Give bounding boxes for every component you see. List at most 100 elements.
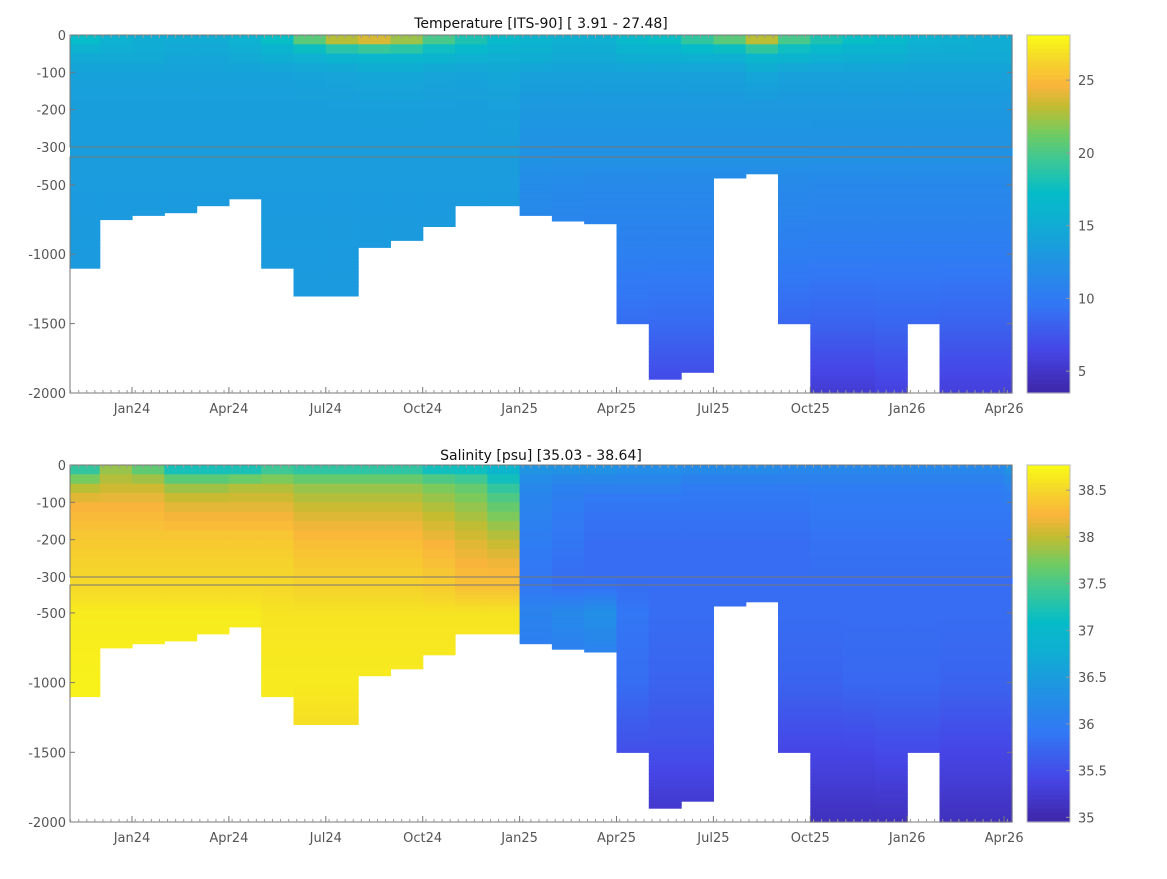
heat-cell xyxy=(519,177,553,182)
heat-cell xyxy=(648,229,682,234)
heat-cell xyxy=(874,334,908,339)
heat-cell xyxy=(778,236,811,241)
heat-cell xyxy=(810,633,844,638)
heat-cell xyxy=(842,776,876,781)
heat-cell xyxy=(1004,386,1013,391)
heat-cell xyxy=(907,623,941,628)
heat-cell xyxy=(810,72,844,83)
heat-cell xyxy=(455,191,488,196)
heat-cell xyxy=(616,703,650,708)
heat-cell xyxy=(810,261,844,266)
heat-cell xyxy=(616,521,650,531)
heat-cell xyxy=(164,163,198,168)
heat-cell xyxy=(358,672,391,677)
heat-cell xyxy=(261,668,295,673)
heat-cell xyxy=(99,100,133,111)
heat-cell xyxy=(648,665,682,670)
heat-cell xyxy=(810,271,844,276)
heat-cell xyxy=(325,623,359,628)
heat-cell xyxy=(164,539,198,550)
heat-cell xyxy=(971,288,1005,293)
colorbar-cell xyxy=(1027,245,1070,251)
heat-cell xyxy=(939,386,973,391)
heat-cell xyxy=(874,689,908,694)
heat-cell xyxy=(455,91,488,101)
heat-cell xyxy=(293,598,327,603)
heat-cell xyxy=(681,233,714,238)
heat-cell xyxy=(70,658,101,663)
heat-cell xyxy=(519,181,553,186)
heat-cell xyxy=(325,665,359,670)
heat-cell xyxy=(713,91,747,101)
heat-cell xyxy=(616,577,650,590)
heat-cell xyxy=(907,281,941,286)
heat-cell xyxy=(648,658,682,663)
heat-cell xyxy=(874,198,908,203)
heat-cell xyxy=(132,119,165,129)
heat-cell xyxy=(99,188,133,193)
heat-cell xyxy=(713,521,747,531)
heat-cell xyxy=(358,44,391,55)
heat-cell xyxy=(551,137,585,148)
heat-cell xyxy=(261,654,295,659)
colorbar-cell xyxy=(1027,75,1070,81)
heat-cell xyxy=(648,181,682,186)
heat-cell xyxy=(325,626,359,631)
heat-cell xyxy=(648,209,682,214)
heat-cell xyxy=(907,644,941,649)
heat-cell xyxy=(70,53,101,64)
colorbar-cell xyxy=(1027,804,1070,810)
heat-cell xyxy=(778,689,811,694)
heat-cell xyxy=(70,109,101,120)
colorbar-cell xyxy=(1027,581,1070,587)
heat-cell xyxy=(842,354,876,359)
heat-cell xyxy=(810,558,844,569)
heat-cell xyxy=(228,619,262,624)
heat-cell xyxy=(971,700,1005,705)
heat-cell xyxy=(681,344,714,349)
heat-cell xyxy=(907,268,941,273)
heat-cell xyxy=(70,686,101,691)
heat-cell xyxy=(325,236,359,241)
heat-cell xyxy=(70,595,101,600)
heat-cell xyxy=(648,313,682,318)
heat-cell xyxy=(1004,644,1013,649)
heat-cell xyxy=(390,511,424,522)
heat-cell xyxy=(455,588,488,593)
heat-cell xyxy=(713,602,747,607)
heat-cell xyxy=(874,226,908,231)
heat-cell xyxy=(810,337,844,342)
heat-cell xyxy=(810,205,844,210)
heat-cell xyxy=(971,295,1005,300)
heat-cell xyxy=(325,679,359,684)
heat-cell xyxy=(293,209,327,214)
heat-cell xyxy=(358,216,391,221)
heat-cell xyxy=(293,275,327,280)
heat-cell xyxy=(164,483,198,494)
heat-cell xyxy=(1004,334,1013,339)
heat-cell xyxy=(681,724,714,729)
heat-cell xyxy=(810,752,844,757)
heat-cell xyxy=(1004,717,1013,722)
heat-cell xyxy=(778,612,811,617)
heat-cell xyxy=(584,588,618,593)
heat-cell xyxy=(422,616,456,621)
heat-cell xyxy=(842,783,876,788)
heat-cell xyxy=(939,202,973,207)
heat-cell xyxy=(325,703,359,708)
heat-cell xyxy=(196,521,230,531)
heat-cell xyxy=(842,668,876,673)
heat-cell xyxy=(70,626,101,631)
heat-cell xyxy=(132,177,165,182)
heat-cell xyxy=(810,493,844,503)
heat-cell xyxy=(584,511,618,522)
x-tick-label: Jan25 xyxy=(500,402,538,417)
heat-cell xyxy=(907,261,941,266)
heat-cell xyxy=(842,818,876,823)
heat-cell xyxy=(648,502,682,513)
heat-cell xyxy=(261,63,295,73)
heat-cell xyxy=(648,602,682,607)
heat-cell xyxy=(1004,703,1013,708)
heat-cell xyxy=(1004,539,1013,550)
heat-cell xyxy=(551,91,585,101)
